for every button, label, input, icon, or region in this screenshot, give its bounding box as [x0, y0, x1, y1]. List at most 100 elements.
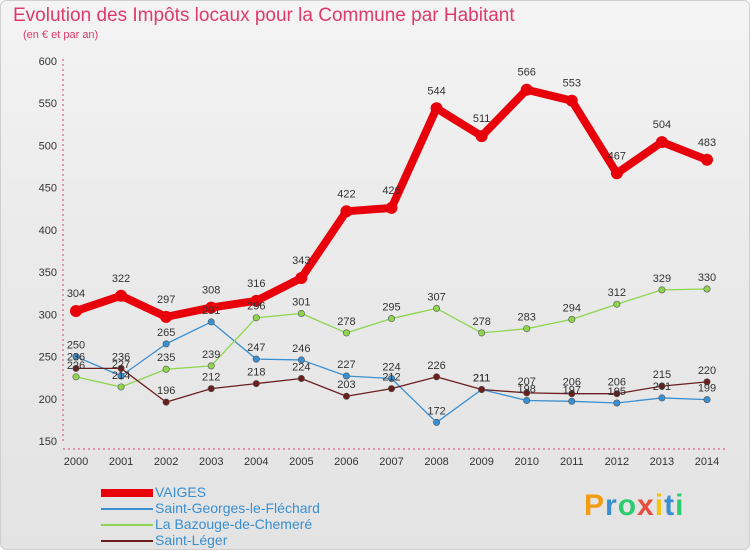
data-label-la-bazouge-de-chemere: 294: [563, 302, 581, 314]
x-tick-label: 2003: [199, 456, 223, 468]
data-point-saint-georges-le-flechard: [703, 396, 711, 404]
x-tick-label: 2012: [605, 456, 629, 468]
legend-swatch: [101, 524, 153, 526]
data-point-vaiges: [250, 294, 263, 307]
data-point-la-bazouge-de-chemere: [117, 383, 125, 391]
data-point-vaiges: [430, 102, 443, 115]
data-point-la-bazouge-de-chemere: [478, 329, 486, 337]
data-point-la-bazouge-de-chemere: [297, 309, 305, 317]
data-label-vaiges: 422: [337, 188, 355, 200]
data-label-vaiges: 483: [698, 137, 716, 149]
series-data-labels: 304 322 297 308 316 343 422 426 544 511 566 553 467 5…: [67, 67, 716, 418]
data-point-saint-georges-le-flechard: [613, 399, 621, 407]
data-label-vaiges: 304: [67, 288, 85, 300]
x-tick-label: 2005: [289, 456, 313, 468]
data-point-saint-leger: [387, 385, 395, 393]
legend-swatch: [101, 489, 153, 497]
data-label-saint-leger: 224: [292, 362, 310, 374]
data-label-vaiges: 343: [292, 255, 310, 267]
data-label-la-bazouge-de-chemere: 239: [202, 349, 220, 361]
data-label-saint-georges-le-flechard: 197: [563, 384, 581, 396]
data-label-vaiges: 467: [608, 150, 626, 162]
x-tick-label: 2014: [695, 456, 719, 468]
x-tick-label: 2001: [109, 456, 133, 468]
data-label-saint-georges-le-flechard: 198: [518, 383, 536, 395]
data-label-saint-leger: 215: [653, 369, 671, 381]
data-label-saint-georges-le-flechard: 265: [157, 327, 175, 339]
data-point-saint-georges-le-flechard: [117, 372, 125, 380]
data-point-vaiges: [475, 130, 488, 143]
data-label-saint-georges-le-flechard: 195: [608, 386, 626, 398]
data-point-la-bazouge-de-chemere: [658, 286, 666, 294]
data-label-saint-georges-le-flechard: 199: [698, 383, 716, 395]
data-point-saint-georges-le-flechard: [297, 356, 305, 364]
logo-letter: i: [675, 489, 685, 522]
data-point-saint-leger: [523, 389, 531, 397]
data-label-la-bazouge-de-chemere: 301: [292, 296, 310, 308]
data-label-la-bazouge-de-chemere: 329: [653, 273, 671, 285]
data-label-vaiges: 297: [157, 294, 175, 306]
logo-letter: o: [617, 489, 638, 522]
data-label-saint-leger: 218: [247, 367, 265, 379]
data-label-saint-georges-le-flechard: 291: [202, 305, 220, 317]
series-points: [70, 83, 713, 426]
data-point-vaiges: [115, 289, 128, 302]
data-point-saint-leger: [342, 392, 350, 400]
y-tick-label: 350: [39, 267, 57, 279]
data-point-vaiges: [610, 167, 623, 180]
x-tick-label: 2013: [650, 456, 674, 468]
y-tick-label: 500: [39, 140, 57, 152]
data-label-la-bazouge-de-chemere: 296: [247, 301, 265, 313]
data-label-vaiges: 566: [518, 67, 536, 79]
data-point-vaiges: [520, 83, 533, 96]
data-label-saint-georges-le-flechard: 227: [337, 359, 355, 371]
data-point-la-bazouge-de-chemere: [342, 329, 350, 337]
data-point-saint-leger: [658, 382, 666, 390]
data-point-la-bazouge-de-chemere: [433, 304, 441, 312]
data-point-la-bazouge-de-chemere: [162, 365, 170, 373]
data-point-saint-leger: [207, 385, 215, 393]
x-tick-label: 2008: [424, 456, 448, 468]
data-label-saint-leger: 203: [337, 379, 355, 391]
data-point-la-bazouge-de-chemere: [72, 373, 80, 381]
data-point-saint-leger: [252, 380, 260, 388]
data-point-saint-leger: [162, 398, 170, 406]
y-tick-label: 150: [39, 436, 57, 448]
data-point-vaiges: [565, 94, 578, 107]
data-label-saint-georges-le-flechard: 250: [67, 340, 85, 352]
data-point-saint-georges-le-flechard: [523, 396, 531, 404]
legend-label: VAIGES: [155, 484, 207, 500]
logo-letter: x: [637, 489, 655, 522]
data-label-la-bazouge-de-chemere: 226: [67, 360, 85, 372]
data-point-saint-georges-le-flechard: [568, 397, 576, 405]
data-point-saint-georges-le-flechard: [252, 355, 260, 363]
logo-letter: r: [605, 489, 618, 522]
data-point-saint-georges-le-flechard: [207, 318, 215, 326]
logo-letter: P: [584, 489, 606, 522]
data-point-saint-leger: [117, 364, 125, 372]
x-tick-label: 2006: [334, 456, 358, 468]
data-point-vaiges: [340, 205, 353, 218]
data-label-la-bazouge-de-chemere: 278: [472, 316, 490, 328]
y-tick-label: 600: [39, 56, 57, 68]
data-label-saint-leger: 212: [382, 372, 400, 384]
data-point-saint-georges-le-flechard: [658, 394, 666, 402]
data-point-vaiges: [70, 304, 82, 317]
legend-swatch: [101, 540, 153, 542]
data-label-saint-georges-le-flechard: 172: [427, 405, 445, 417]
legend-label: Saint-Georges-le-Fléchard: [155, 500, 320, 516]
y-tick-label: 300: [39, 309, 57, 321]
data-label-saint-georges-le-flechard: 224: [382, 362, 400, 374]
data-point-la-bazouge-de-chemere: [207, 362, 215, 370]
data-label-saint-leger: 207: [518, 376, 536, 388]
data-point-vaiges: [160, 310, 173, 323]
data-label-saint-georges-le-flechard: 227: [112, 359, 130, 371]
x-tick-label: 2002: [154, 456, 178, 468]
data-label-vaiges: 504: [653, 119, 671, 131]
y-tick-label: 450: [39, 183, 57, 195]
data-label-la-bazouge-de-chemere: 312: [608, 287, 626, 299]
data-label-vaiges: 426: [382, 185, 400, 197]
data-point-saint-georges-le-flechard: [433, 418, 441, 426]
data-label-la-bazouge-de-chemere: 295: [382, 302, 400, 314]
x-tick-label: 2009: [469, 456, 493, 468]
